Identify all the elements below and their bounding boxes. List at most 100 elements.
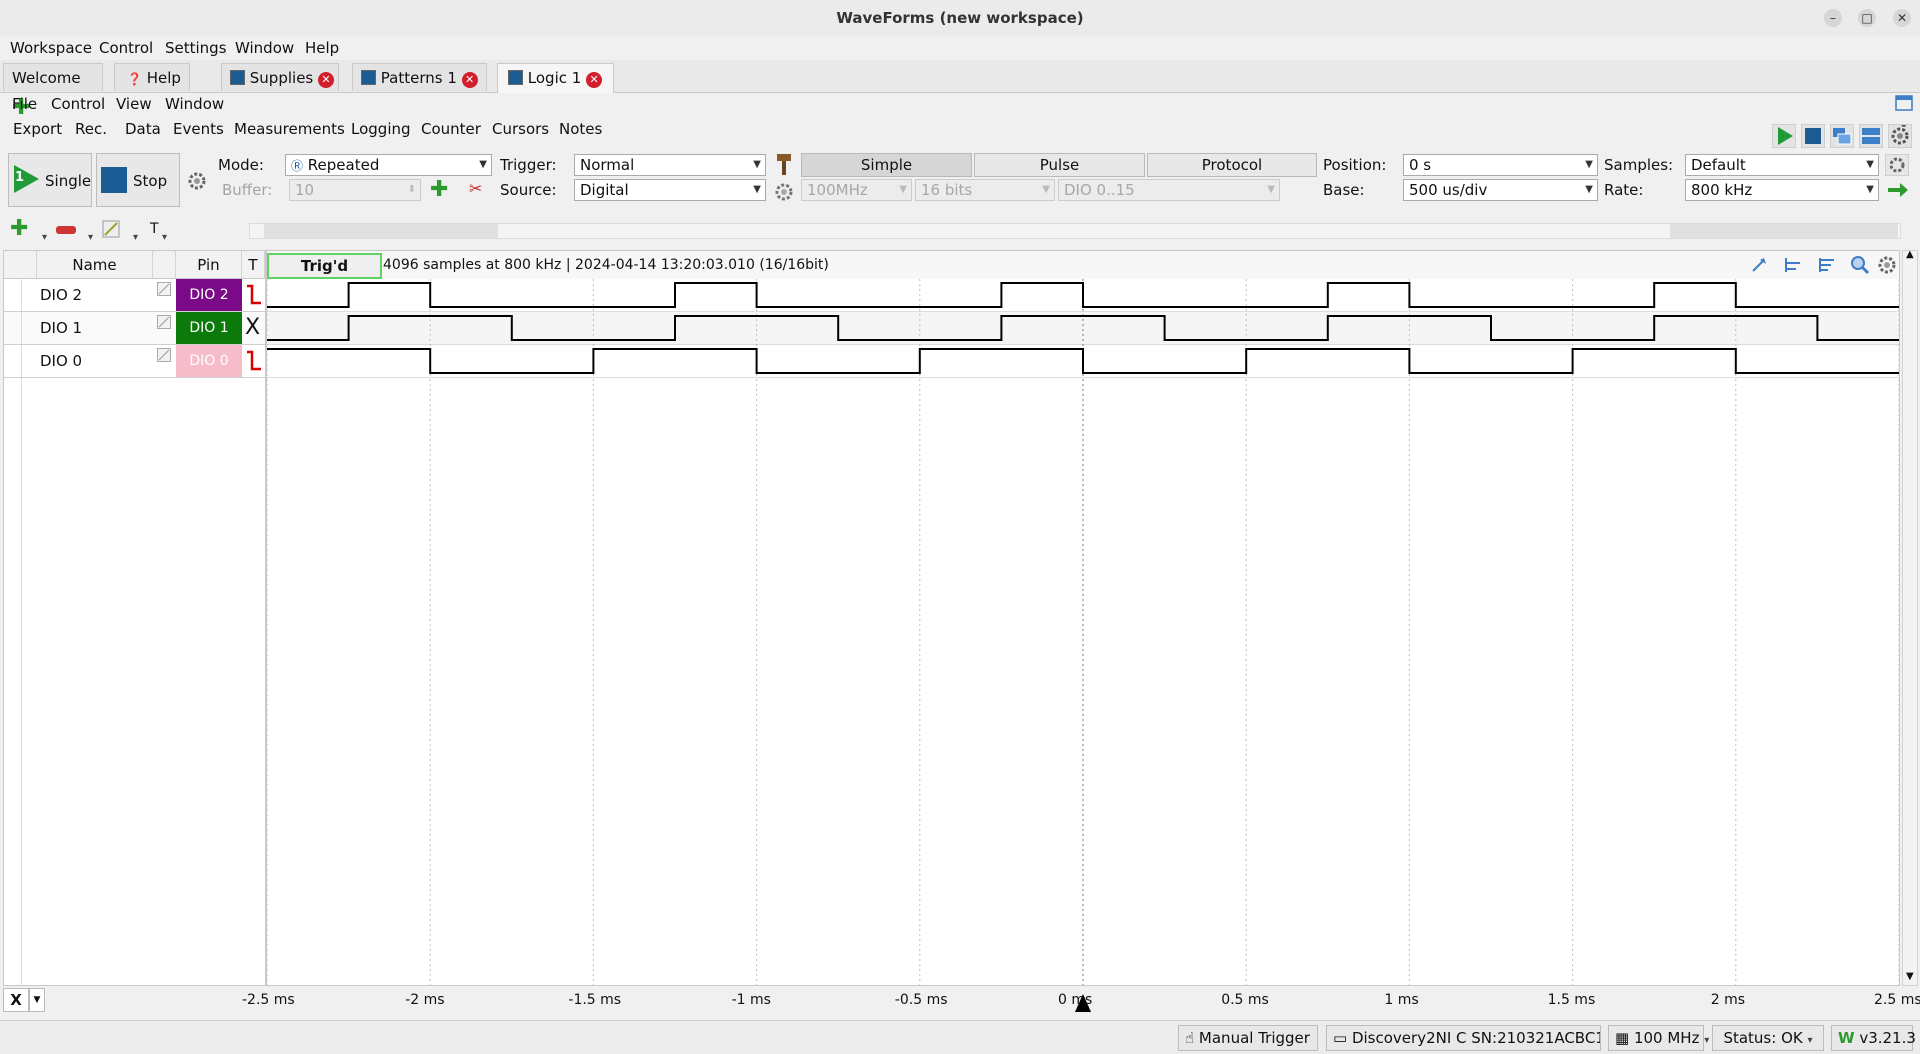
mode-select[interactable]: Ⓡ Repeated ▼ bbox=[285, 154, 492, 176]
row-handle[interactable] bbox=[4, 345, 22, 377]
bits-select[interactable]: 16 bits ▼ bbox=[915, 179, 1055, 201]
acquisition-options-gear-icon[interactable] bbox=[186, 170, 208, 192]
notes-button[interactable]: Notes bbox=[559, 120, 603, 138]
edit-channel-icon[interactable] bbox=[102, 220, 120, 238]
vertical-scrollbar[interactable]: ▲ ▼ bbox=[1902, 249, 1918, 986]
menu-instrument-control[interactable]: Control bbox=[51, 95, 106, 113]
maximize-button[interactable]: □ bbox=[1858, 9, 1876, 27]
measurements-button[interactable]: Measurements bbox=[234, 120, 345, 138]
add-instrument-icon[interactable]: ✚ bbox=[12, 95, 31, 120]
samples-select[interactable]: Default ▼ bbox=[1685, 154, 1879, 176]
plot-settings-gear-icon[interactable] bbox=[1876, 254, 1898, 276]
menu-control[interactable]: Control bbox=[99, 39, 154, 57]
menu-window[interactable]: Window bbox=[235, 39, 295, 57]
tab-welcome[interactable]: Welcome ✚ bbox=[3, 63, 103, 120]
channel-row[interactable]: DIO 2 DIO 2 bbox=[4, 279, 265, 312]
tab-help[interactable]: ❓ Help bbox=[114, 63, 190, 91]
menu-file[interactable]: File bbox=[12, 95, 38, 113]
x-axis-selector[interactable]: X bbox=[3, 988, 29, 1012]
close-tab-icon[interactable]: ✕ bbox=[461, 72, 478, 88]
device-button[interactable]: ▭ Discovery2NI C SN:210321ACBC12 bbox=[1326, 1025, 1601, 1051]
collapse-toolbar-icon[interactable]: - bbox=[1901, 116, 1907, 134]
channel-name[interactable]: DIO 0 bbox=[40, 352, 83, 370]
trigger-select[interactable]: Normal ▼ bbox=[574, 154, 766, 176]
buffer-input[interactable]: 10 ⬍ bbox=[289, 179, 421, 201]
position-input[interactable]: 0 s ▼ bbox=[1403, 154, 1598, 176]
trigger-position-marker[interactable] bbox=[1075, 994, 1091, 1012]
pin-badge[interactable]: DIO 1 bbox=[176, 312, 242, 344]
tab-supplies[interactable]: Supplies ✕ bbox=[221, 63, 339, 91]
settings-gear-icon[interactable] bbox=[1888, 124, 1912, 148]
pin-badge[interactable]: DIO 0 bbox=[176, 345, 242, 377]
add-channel-dropdown-icon[interactable]: ▾ bbox=[42, 232, 48, 243]
overview-scroll-thumb-right[interactable] bbox=[1670, 224, 1898, 238]
clock-button[interactable]: ▦ 100 MHz ▾ bbox=[1608, 1025, 1709, 1051]
cut-icon[interactable]: ✂ bbox=[469, 179, 483, 198]
dock-icon[interactable] bbox=[1895, 94, 1913, 112]
trigger-column-dropdown-icon[interactable]: ▾ bbox=[162, 232, 168, 243]
edit-channel-dropdown-icon[interactable]: ▾ bbox=[133, 232, 139, 243]
counter-button[interactable]: Counter bbox=[421, 120, 481, 138]
remove-channel-icon[interactable] bbox=[56, 226, 76, 234]
add-channel-icon[interactable]: ✚ bbox=[10, 216, 29, 241]
name-column-header[interactable]: Name bbox=[37, 251, 153, 279]
manual-trigger-button[interactable]: ☝ Manual Trigger bbox=[1178, 1025, 1318, 1051]
trigger-type-pulse[interactable]: Pulse bbox=[974, 153, 1145, 177]
close-tab-icon[interactable]: ✕ bbox=[318, 72, 335, 88]
data-button[interactable]: Data bbox=[125, 120, 161, 138]
trigger-column-header[interactable]: T bbox=[242, 251, 265, 279]
zoom-icon[interactable] bbox=[1850, 255, 1870, 275]
dio-range-select[interactable]: DIO 0..15 ▼ bbox=[1058, 179, 1280, 201]
minimize-button[interactable]: – bbox=[1824, 9, 1842, 27]
stop-all-icon[interactable] bbox=[1801, 124, 1825, 148]
trigger-column-icon[interactable]: T bbox=[150, 221, 159, 237]
align-stack-icon[interactable] bbox=[1817, 255, 1837, 275]
scroll-up-icon[interactable]: ▲ bbox=[1906, 249, 1914, 260]
overview-scroll-thumb-left[interactable] bbox=[264, 224, 498, 238]
pin-column-header[interactable]: Pin bbox=[176, 251, 242, 279]
add-buffer-icon[interactable]: ✚ bbox=[430, 177, 449, 202]
cascade-windows-icon[interactable] bbox=[1830, 124, 1854, 148]
channel-name[interactable]: DIO 1 bbox=[40, 319, 83, 337]
edit-channel-icon[interactable] bbox=[157, 315, 171, 329]
row-handle[interactable] bbox=[4, 312, 22, 344]
source-select[interactable]: Digital ▼ bbox=[574, 179, 766, 201]
export-button[interactable]: Export bbox=[13, 120, 63, 138]
single-button[interactable]: 1 Single bbox=[8, 153, 92, 207]
base-input[interactable]: 500 us/div ▼ bbox=[1403, 179, 1598, 201]
events-button[interactable]: Events bbox=[173, 120, 224, 138]
menu-workspace[interactable]: Workspace bbox=[10, 39, 92, 57]
trigger-ignore[interactable]: X bbox=[245, 315, 261, 340]
logging-button[interactable]: Logging bbox=[351, 120, 411, 138]
x-axis-dropdown-icon[interactable]: ▼ bbox=[29, 988, 45, 1012]
trigger-type-simple[interactable]: Simple bbox=[801, 153, 972, 177]
overview-scrollbar[interactable] bbox=[249, 223, 1901, 239]
timebase-options-gear-icon[interactable] bbox=[1885, 154, 1909, 176]
channel-row[interactable]: DIO 1 DIO 1 X bbox=[4, 312, 265, 345]
tab-logic-1[interactable]: Logic 1 ✕ bbox=[497, 63, 614, 93]
stop-button[interactable]: Stop bbox=[96, 153, 180, 207]
falling-edge-trigger-icon[interactable] bbox=[244, 283, 264, 307]
menu-instrument-window[interactable]: Window bbox=[165, 95, 225, 113]
tab-patterns-1[interactable]: Patterns 1 ✕ bbox=[352, 63, 487, 91]
align-left-icon[interactable] bbox=[1783, 255, 1803, 275]
cursor-arrow-icon[interactable] bbox=[1749, 255, 1769, 275]
rate-select[interactable]: 800 kHz ▼ bbox=[1685, 179, 1879, 201]
cursors-button[interactable]: Cursors bbox=[492, 120, 550, 138]
channel-name[interactable]: DIO 2 bbox=[40, 286, 83, 304]
hammer-icon[interactable] bbox=[774, 152, 794, 176]
menu-view[interactable]: View bbox=[116, 95, 152, 113]
close-tab-icon[interactable]: ✕ bbox=[586, 72, 603, 88]
record-button[interactable]: Rec. bbox=[75, 120, 107, 138]
edit-channel-icon[interactable] bbox=[157, 348, 171, 362]
logic-plot[interactable]: Trig'd 4096 samples at 800 kHz | 2024-04… bbox=[266, 250, 1900, 986]
trigger-options-gear-icon[interactable] bbox=[773, 181, 795, 203]
status-button[interactable]: Status: OK ▾ bbox=[1712, 1025, 1824, 1051]
version-button[interactable]: W v3.21.3 bbox=[1831, 1025, 1916, 1051]
run-all-icon[interactable] bbox=[1772, 124, 1796, 148]
tile-windows-icon[interactable] bbox=[1859, 124, 1883, 148]
pin-badge[interactable]: DIO 2 bbox=[176, 279, 242, 311]
remove-channel-dropdown-icon[interactable]: ▾ bbox=[88, 232, 94, 243]
edit-channel-icon[interactable] bbox=[157, 282, 171, 296]
trigger-type-protocol[interactable]: Protocol bbox=[1147, 153, 1317, 177]
